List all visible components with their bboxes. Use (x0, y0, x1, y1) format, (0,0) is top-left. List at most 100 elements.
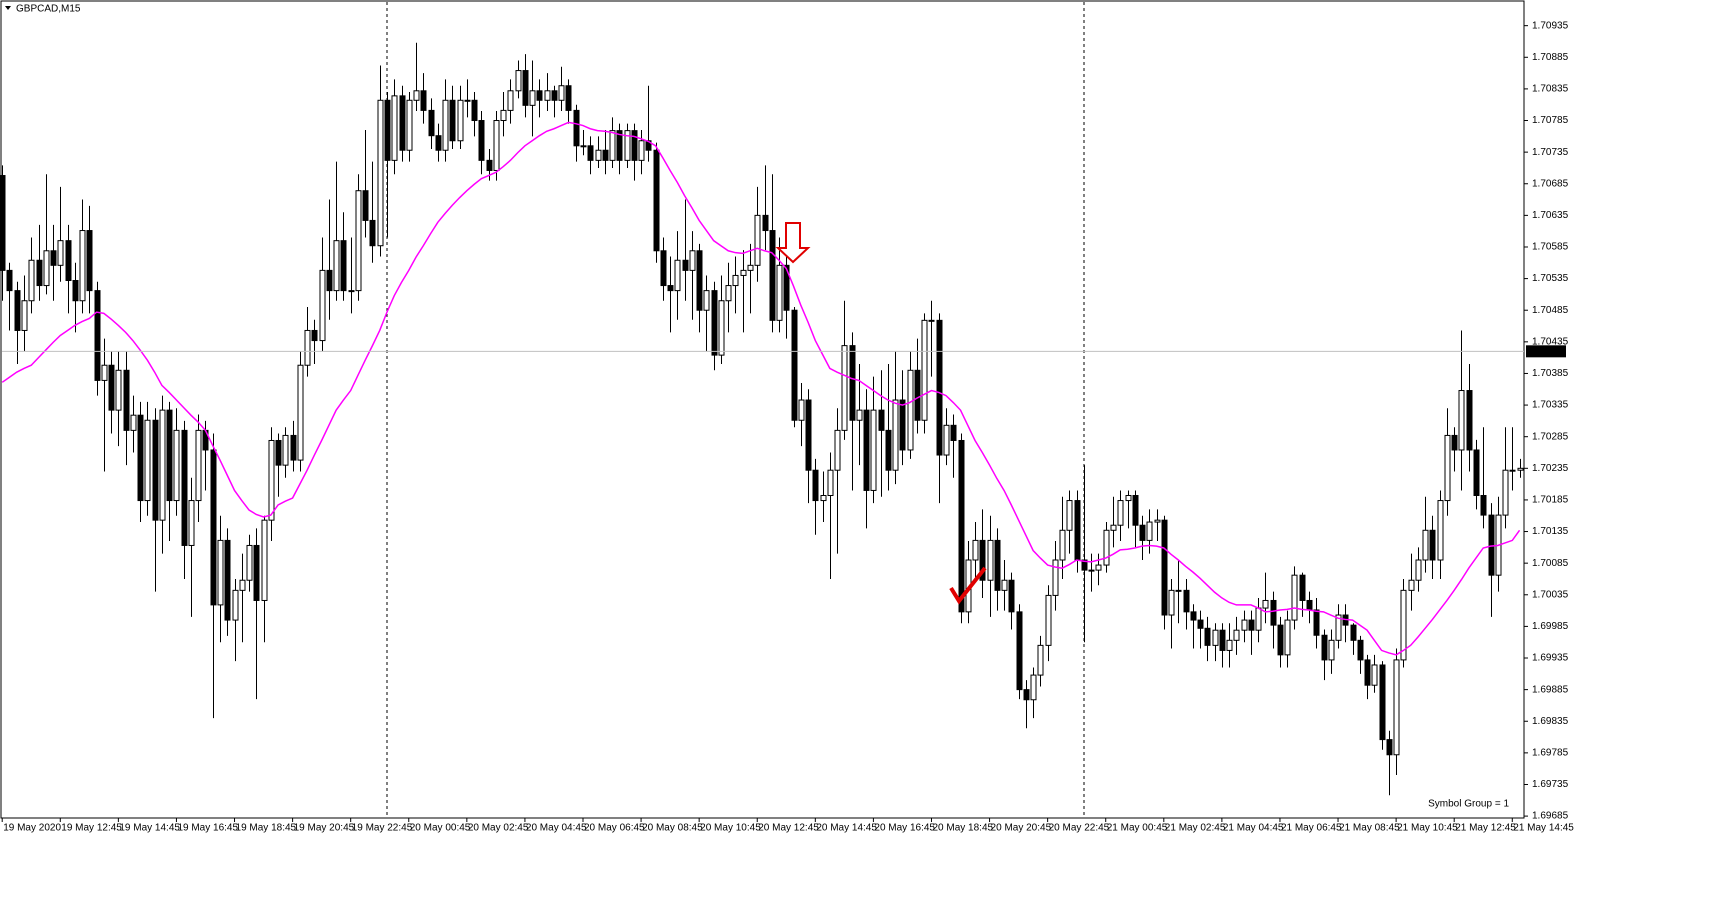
candle-body (166, 409, 173, 502)
x-tick-label: 21 May 12:45 (1455, 823, 1516, 834)
candle-body (907, 369, 914, 451)
candle-body (529, 90, 536, 106)
candle-body (1204, 627, 1211, 646)
candle-body (747, 264, 754, 271)
candle-body (239, 579, 246, 591)
candle-body (1437, 500, 1444, 561)
y-tick-label: 1.70485 (1532, 305, 1569, 316)
candle-body (674, 259, 681, 292)
candle-body (246, 544, 253, 581)
candle-body (159, 409, 166, 521)
candle-body (885, 429, 892, 471)
candle-body (914, 369, 921, 421)
x-tick-label: 21 May 00:45 (1107, 823, 1168, 834)
y-tick-label: 1.70635 (1532, 210, 1569, 221)
candle-body (500, 109, 507, 122)
candle-body (137, 414, 144, 502)
candle-body (275, 439, 282, 466)
candle-body (1030, 674, 1037, 701)
candle-body (507, 90, 514, 111)
candle-body (1458, 390, 1465, 451)
candle-body (1168, 589, 1175, 616)
x-tick-label: 20 May 00:45 (410, 823, 471, 834)
candle-body (856, 409, 863, 421)
candle-body (1175, 589, 1182, 592)
candle-body (609, 130, 616, 161)
candle-body (1379, 664, 1386, 741)
candle-body (1154, 519, 1161, 523)
moving-average (1, 121, 1521, 656)
candle-body (602, 149, 609, 161)
candle-body (384, 99, 391, 161)
candle-body (616, 130, 623, 161)
candle-body (754, 214, 761, 266)
candle-body (232, 589, 239, 621)
candle-body (108, 364, 115, 411)
candle-body (878, 409, 885, 431)
x-tick-label: 19 May 14:45 (119, 823, 180, 834)
candle-body (863, 409, 870, 491)
candle-body (6, 269, 13, 292)
candle-body (1451, 434, 1458, 451)
candle-body (580, 145, 587, 148)
price-label: 1.70420 (1529, 346, 1566, 357)
candle-body (1517, 467, 1524, 471)
x-tick-label: 21 May 02:45 (1165, 823, 1226, 834)
y-tick-label: 1.69785 (1532, 748, 1569, 759)
candle-body (987, 539, 994, 581)
y-tick-label: 1.70435 (1532, 336, 1569, 347)
candle-body (195, 429, 202, 502)
y-tick-label: 1.70185 (1532, 495, 1569, 506)
candle-body (841, 345, 848, 431)
candle-body (1117, 500, 1124, 526)
x-tick-label: 19 May 18:45 (236, 823, 297, 834)
candle-body (43, 250, 50, 287)
marks: 1.69685 1.69735 1.69785 1.69835 1.69885 1.699… (0, 20, 1574, 834)
x-tick-label: 19 May 22:45 (352, 823, 413, 834)
candle-body (1321, 634, 1328, 661)
candle-body (812, 469, 819, 502)
x-tick-label: 19 May 2020 (3, 823, 61, 834)
x-tick-label: 20 May 06:45 (584, 823, 645, 834)
candle-body (79, 230, 86, 302)
candle-body (1125, 495, 1132, 502)
y-tick-label: 1.69985 (1532, 621, 1569, 632)
x-tick-label: 19 May 12:45 (61, 823, 122, 834)
candle-body (958, 439, 965, 613)
candle-body (340, 240, 347, 292)
candle-body (1081, 559, 1088, 571)
candle-body (282, 434, 289, 466)
x-tick-label: 20 May 22:45 (1049, 823, 1110, 834)
candle-body (1088, 569, 1095, 572)
candle-body (210, 449, 217, 606)
candle-body (0, 175, 6, 271)
candle-body (994, 539, 1001, 591)
candle-body (776, 264, 783, 321)
candle-body (769, 230, 776, 321)
candle-body (369, 219, 376, 247)
y-tick-label: 1.69885 (1532, 684, 1569, 695)
y-tick-label: 1.70335 (1532, 400, 1569, 411)
candle-body (565, 85, 572, 111)
candle-body (638, 140, 645, 161)
candle-body (1139, 524, 1146, 541)
candle-body (413, 90, 420, 101)
candle-body (326, 269, 333, 292)
candle-body (1262, 599, 1269, 609)
candle-body (297, 364, 304, 461)
candle-body (1313, 609, 1320, 636)
candle-body (660, 250, 667, 287)
candle-body (1241, 619, 1248, 631)
candle-body (406, 99, 413, 151)
candle-body (762, 214, 769, 232)
candle-body (834, 429, 841, 471)
candle-body (333, 240, 340, 292)
x-tick-label: 21 May 08:45 (1339, 823, 1400, 834)
candle-body (1074, 500, 1081, 561)
y-tick-label: 1.70135 (1532, 526, 1569, 537)
candle-body (1132, 495, 1139, 526)
candle-body (362, 190, 369, 221)
candle-body (355, 190, 362, 292)
candle-body (348, 290, 355, 293)
y-tick-label: 1.70235 (1532, 463, 1569, 474)
